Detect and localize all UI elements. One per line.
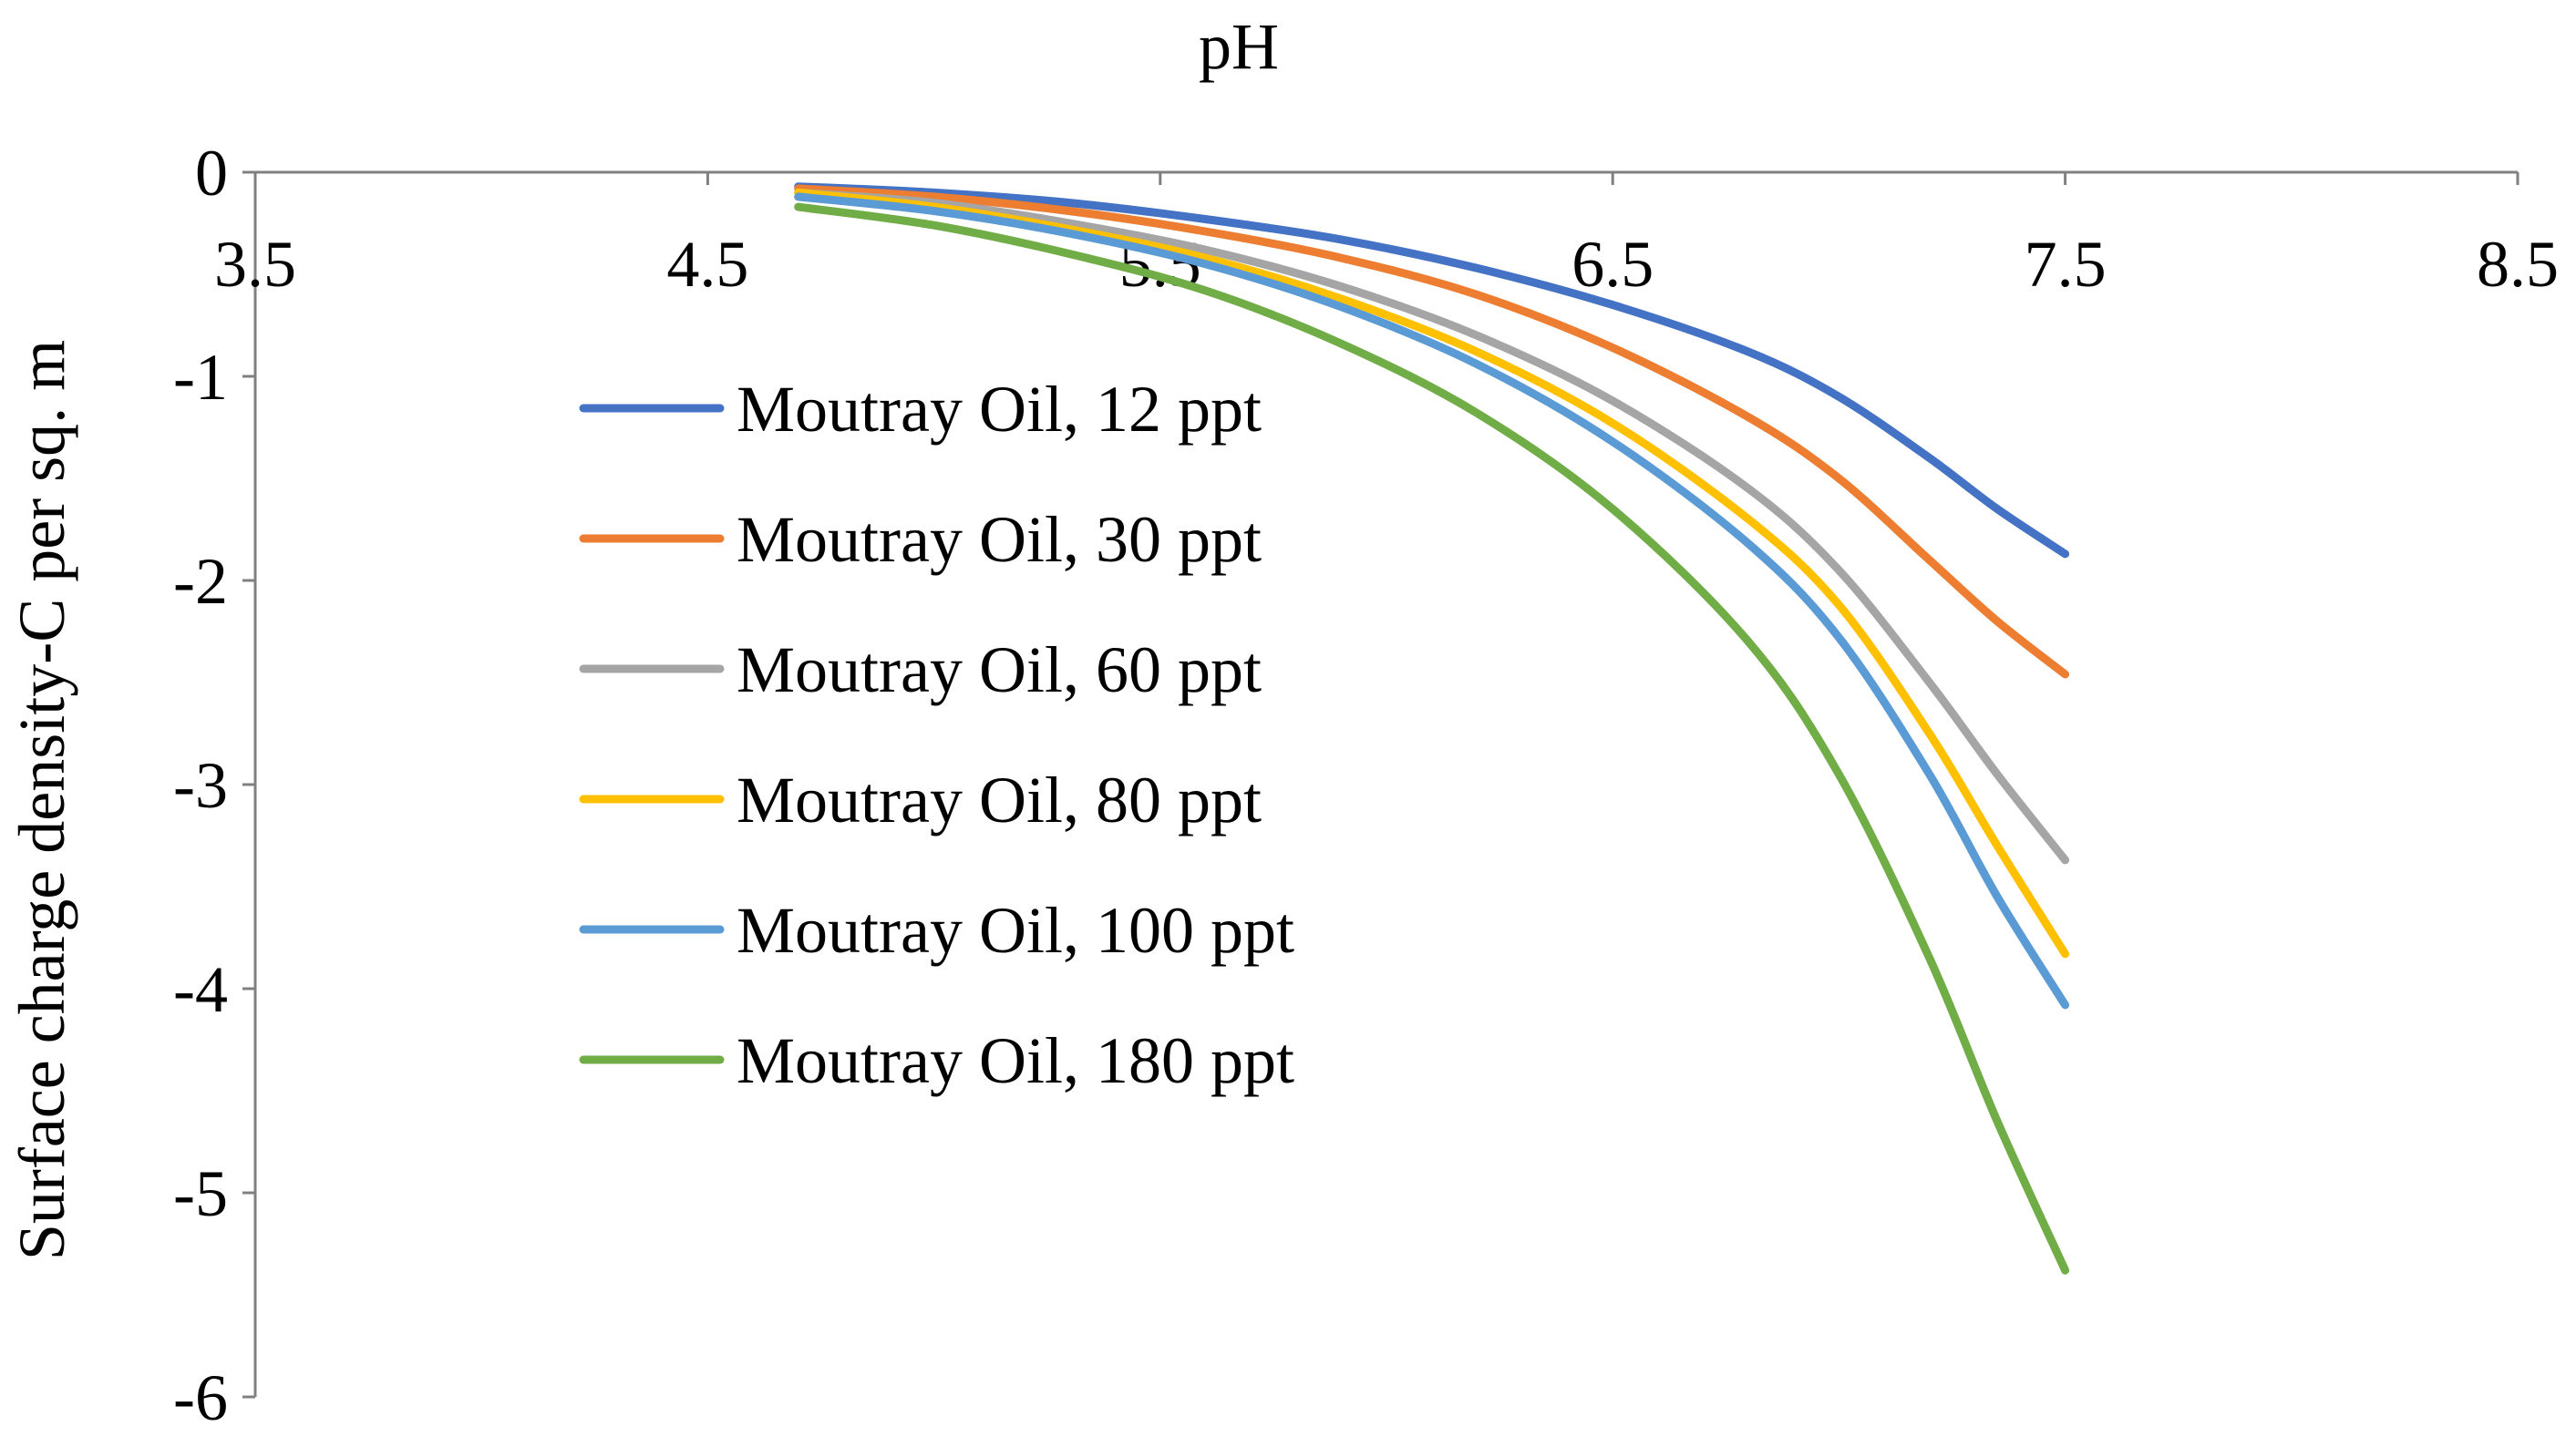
x-tick-label: 4.5 (666, 228, 748, 301)
x-tick-label: 3.5 (214, 228, 296, 301)
legend-label: Moutray Oil, 180 ppt (737, 1024, 1294, 1097)
series-line-1 (794, 184, 2070, 679)
legend-label: Moutray Oil, 60 ppt (737, 633, 1262, 706)
legend-label: Moutray Oil, 12 ppt (737, 373, 1262, 446)
x-axis-title: pH (1199, 10, 1279, 83)
series-layer (794, 182, 2070, 1275)
y-tick-label: -3 (173, 749, 228, 822)
y-tick-label: -4 (173, 953, 228, 1026)
y-tick-label: -6 (173, 1361, 228, 1434)
x-tick-label: 8.5 (2477, 228, 2559, 301)
series-line-5 (794, 202, 2070, 1275)
y-tick-label: 0 (195, 137, 228, 210)
series-line-2 (794, 188, 2070, 865)
legend-label: Moutray Oil, 100 ppt (737, 894, 1294, 967)
series-line-4 (794, 192, 2070, 1010)
series-line-0 (794, 182, 2070, 559)
x-tick-label: 7.5 (2025, 228, 2107, 301)
legend-label: Moutray Oil, 80 ppt (737, 764, 1262, 837)
y-tick-label: -2 (173, 545, 228, 618)
x-tick-label: 6.5 (1571, 228, 1654, 301)
legend-label: Moutray Oil, 30 ppt (737, 503, 1262, 576)
y-axis-title: Surface charge density-C per sq. m (5, 340, 78, 1260)
y-tick-label: -5 (173, 1157, 228, 1230)
y-tick-label: -1 (173, 341, 228, 414)
legend: Moutray Oil, 12 ppt Moutray Oil, 30 ppt Mo… (579, 373, 1294, 1097)
axes: 3.5 4.5 5.5 6.5 7.5 8.50-1-2-3-4-5-6 (173, 137, 2559, 1434)
